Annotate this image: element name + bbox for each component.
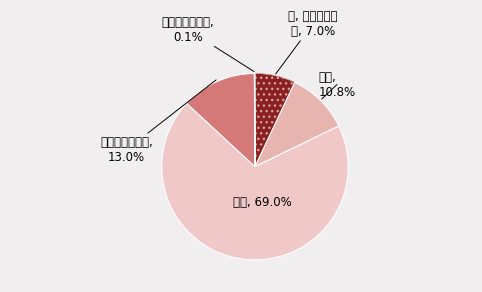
Wedge shape	[187, 73, 255, 167]
Wedge shape	[255, 73, 295, 167]
Text: 国, 地方公共団
体, 7.0%: 国, 地方公共団 体, 7.0%	[276, 10, 337, 74]
Text: 法人でない団体,
0.1%: 法人でない団体, 0.1%	[161, 15, 254, 72]
Text: 個人,
10.8%: 個人, 10.8%	[319, 71, 356, 99]
Wedge shape	[162, 103, 348, 260]
Text: 会社, 69.0%: 会社, 69.0%	[233, 196, 292, 208]
Text: 会社以外の法人,
13.0%: 会社以外の法人, 13.0%	[100, 80, 216, 164]
Wedge shape	[255, 82, 339, 167]
Wedge shape	[254, 73, 255, 167]
